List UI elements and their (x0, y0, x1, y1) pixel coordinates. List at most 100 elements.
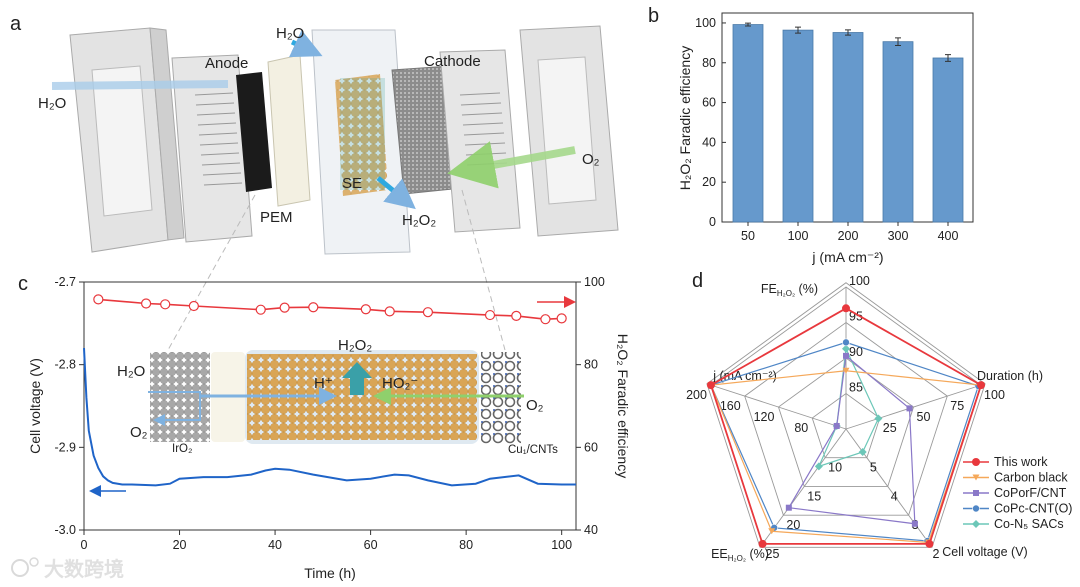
inset-anode-flow-arrow (148, 391, 201, 426)
chart-c-fe-point (511, 310, 522, 321)
chart-c-ytick-right-label: 60 (584, 440, 598, 454)
anode-flow-plate (171, 54, 253, 243)
watermark-logo: 大数跨境 (11, 557, 124, 581)
panel-a-illustration: a (10, 13, 619, 351)
anode-catalyst-layer (236, 72, 272, 192)
chart-d-series-line (709, 307, 983, 545)
label-pem: PEM (260, 209, 293, 226)
chart-d-marker (911, 520, 918, 527)
chart-d-marker (972, 458, 980, 466)
chart-c-xtick-label: 0 (81, 538, 88, 552)
chart-c-ytick-right-label: 40 (584, 523, 598, 537)
inset-cnt-cathode (481, 352, 521, 444)
chart-d-marker (858, 447, 867, 456)
chart-d-tick-label: 160 (720, 399, 741, 413)
chart-c-ylabel-left: Cell voltage (V) (27, 358, 43, 454)
chart-b-bar (832, 32, 864, 223)
chart-c-fe-point (308, 302, 319, 313)
watermark-text: 大数跨境 (44, 557, 124, 581)
chart-d-grid-ring (706, 282, 986, 548)
chart-c-fe-point (484, 309, 496, 321)
chart-d-tick-label: 75 (950, 399, 964, 413)
chart-b-ytick-label: 20 (702, 175, 716, 189)
chart-d-tick-label: 10 (828, 461, 842, 475)
chart-c-xlabel: Time (h) (304, 565, 356, 581)
chart-d-tick-label: 25 (766, 547, 780, 561)
chart-b-xtick-label: 50 (741, 229, 755, 243)
chart-c-series-line (83, 348, 576, 487)
panel-label-c: c (18, 273, 28, 295)
chart-c-xtick-label: 40 (268, 538, 282, 552)
chart-d-legend-label: Carbon black (994, 471, 1068, 485)
h2o-inlet-arrow (51, 80, 229, 90)
chart-d-radar: d 85909510025507510054321015202580120160… (686, 270, 1072, 563)
panel-label-a: a (10, 13, 22, 35)
chart-d-series-line (787, 354, 916, 525)
chart-b-ytick-label: 100 (695, 16, 716, 30)
inset-label-iro2: IrO₂ (172, 443, 192, 455)
chart-d-tick-label: 200 (686, 388, 707, 402)
label-cathode: Cathode (424, 53, 481, 70)
inset-reaction-schematic: H₂O O₂ IrO₂ H₂O₂ H⁺ HO₂⁻ O₂ Cu₁/CNTs (117, 337, 558, 456)
inset-label-h-plus: H⁺ (314, 375, 333, 392)
chart-d-axis-spoke (845, 384, 982, 430)
chart-c-fe-point (422, 307, 434, 318)
chart-c-ytick-right-label: 80 (584, 358, 598, 372)
label-se: SE (342, 175, 362, 192)
chart-d-tick-label: 100 (984, 388, 1005, 402)
chart-d-tick-label: 120 (754, 410, 775, 424)
chart-d-tick-label: 50 (917, 410, 931, 424)
chart-d-marker (977, 381, 986, 390)
chart-b-xlabel: j (mA cm⁻²) (811, 249, 883, 265)
chart-d-marker (843, 352, 849, 359)
inset-label-cu-cnts: Cu₁/CNTs (508, 444, 558, 456)
chart-d-legend-label: CoPorF/CNT (994, 486, 1067, 500)
panel-label-d: d (692, 270, 703, 292)
chart-c-ytick-left-label: -2.8 (54, 358, 76, 372)
chart-c-fe-point (279, 302, 290, 313)
chart-d-tick-label: 80 (794, 421, 808, 435)
chart-c-xtick-label: 80 (459, 538, 473, 552)
chart-b-errorbar (945, 54, 951, 62)
chart-d-tick-label: 85 (849, 381, 863, 395)
h2o-top-arrow (289, 29, 323, 58)
chart-d-marker (814, 462, 823, 471)
chart-d-marker (842, 338, 850, 347)
inset-label-h2o: H₂O (117, 363, 145, 380)
chart-b-xtick-label: 200 (838, 229, 859, 243)
chart-d-marker (758, 539, 767, 548)
chart-d-marker (906, 405, 913, 412)
chart-c-fe-point (384, 306, 395, 317)
chart-b-errorbar (845, 29, 851, 36)
inset-label-ho2-minus: HO₂⁻ (382, 375, 418, 392)
chart-d-marker (706, 381, 715, 390)
chart-c-fe-point (360, 304, 371, 315)
chart-d-axis-title: j (mA cm⁻²) (712, 369, 777, 383)
chart-c-xtick-label: 100 (551, 538, 572, 552)
label-anode: Anode (205, 55, 248, 72)
chart-d-axis-spoke (710, 384, 847, 430)
chart-d-axis-title: FEH₂O₂ (%) (761, 282, 818, 298)
chart-d-axis-title: EEH₂O₂ (%) (711, 547, 769, 563)
chart-c-ytick-left-label: -2.7 (54, 275, 76, 289)
chart-b-bar (732, 24, 764, 223)
chart-d-series-line (710, 370, 982, 544)
zoom-guide-right (461, 189, 506, 351)
chart-d-legend-label: This work (994, 455, 1048, 469)
cathode-flow-plate (439, 49, 521, 233)
chart-b-ytick-label: 60 (702, 96, 716, 110)
chart-b-xtick-label: 400 (938, 229, 959, 243)
se-tint (340, 78, 385, 190)
chart-d-marker (925, 539, 934, 548)
chart-c-fe-point (188, 300, 199, 312)
chart-b-bar (782, 29, 814, 223)
chart-c-fe-point (160, 299, 171, 310)
o2-inlet-arrow (447, 141, 576, 189)
h2o2-outlet-arrow (376, 176, 416, 210)
chart-c-ytick-left-label: -2.9 (54, 440, 76, 454)
left-end-plate-window (91, 65, 153, 217)
chart-b-errorbar (745, 22, 751, 27)
chart-b-bar (932, 57, 964, 223)
chart-d-tick-label: 100 (849, 274, 870, 288)
chart-d-legend-label: CoPc-CNT(O) (994, 502, 1072, 516)
